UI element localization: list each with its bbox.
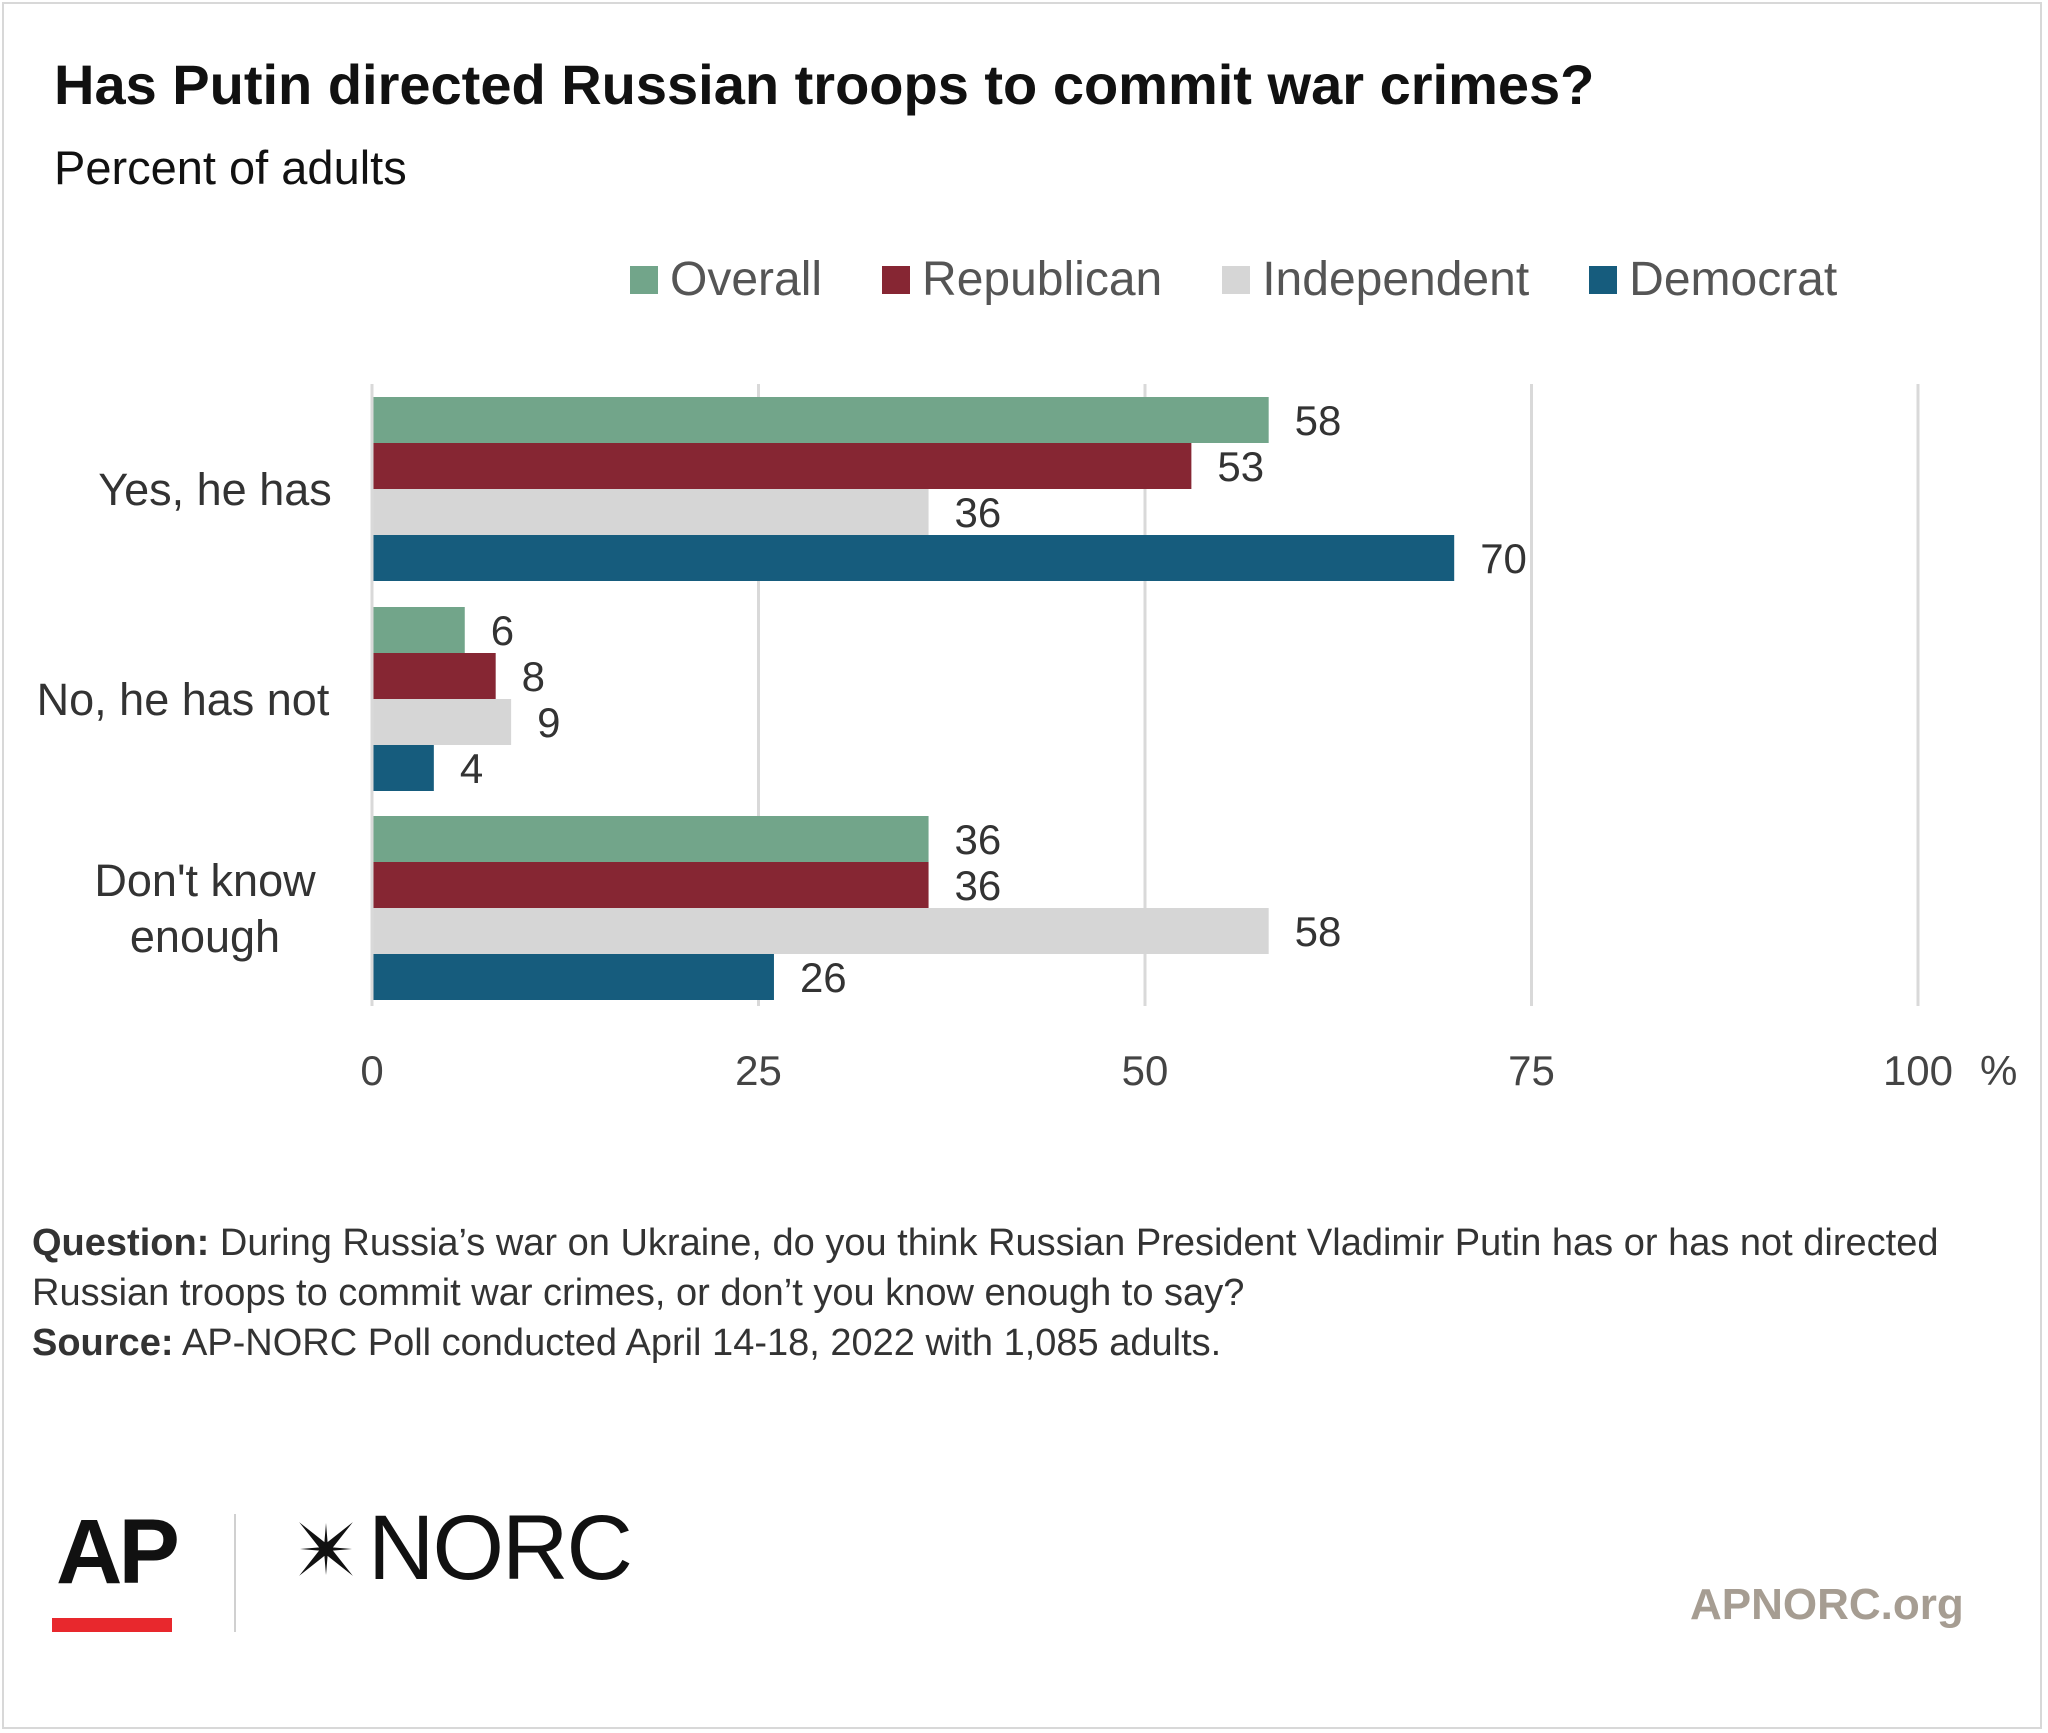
value-label-democrat-2: 4 (460, 745, 483, 792)
value-label-democrat-3: 26 (800, 954, 847, 1001)
category-label: Yes, he has (98, 464, 332, 515)
value-label-independent-2: 9 (537, 699, 560, 746)
legend-swatch-independent (1222, 265, 1251, 294)
legend-label-independent: Independent (1262, 253, 1530, 306)
norc-logo: NORC (286, 1496, 633, 1601)
x-tick-label-100: 100 (1883, 1047, 1953, 1094)
bar-overall-3 (372, 816, 929, 862)
value-label-democrat-1: 70 (1480, 535, 1527, 582)
x-tick-label-25: 25 (735, 1047, 782, 1094)
question-label: Question: (32, 1222, 210, 1264)
value-label-overall-3: 36 (955, 816, 1002, 863)
source-label: Source: (32, 1322, 174, 1364)
site-link[interactable]: APNORC.org (1690, 1580, 1964, 1629)
bar-independent-1 (372, 489, 929, 535)
category-label: No, he has not (37, 674, 330, 725)
chart-subtitle: Percent of adults (54, 141, 407, 194)
logo-divider (234, 1514, 236, 1632)
bar-overall-1 (372, 397, 1269, 443)
x-tick-label-0: 0 (360, 1047, 383, 1094)
bar-chart: 0 25 50 75 100 % Yes, he has No, he has not Don'… (37, 384, 2017, 1094)
value-label-independent-1: 36 (955, 489, 1002, 536)
chart-title: Has Putin directed Russian troops to com… (54, 53, 1595, 116)
legend: Overall Republican Independent Democrat (630, 252, 1837, 307)
legend-label-republican: Republican (922, 253, 1163, 306)
bar-democrat-2 (372, 745, 434, 791)
ap-logo: AP (56, 1501, 180, 1603)
value-label-independent-3: 58 (1295, 908, 1342, 955)
legend-swatch-overall (630, 265, 658, 294)
norc-star-icon (299, 1521, 353, 1576)
legend-label-democrat: Democrat (1629, 253, 1838, 306)
value-label-overall-2: 6 (491, 607, 514, 654)
norc-logo-text: NORC (368, 1497, 633, 1599)
x-axis-unit: % (1980, 1047, 2017, 1094)
legend-item-overall: Overall (630, 252, 822, 307)
bar-republican-3 (372, 862, 929, 908)
value-label-republican-1: 53 (1217, 443, 1264, 490)
bar-democrat-3 (372, 954, 774, 1000)
value-label-republican-3: 36 (955, 862, 1002, 909)
category-label: Don't know enough (94, 855, 316, 962)
bar-republican-2 (372, 653, 496, 699)
legend-swatch-democrat (1589, 265, 1618, 294)
legend-label-overall: Overall (670, 253, 823, 306)
legend-swatch-republican (882, 265, 911, 294)
x-tick-label-50: 50 (1122, 1047, 1169, 1094)
value-label-overall-1: 58 (1295, 397, 1342, 444)
bar-independent-3 (372, 908, 1269, 954)
ap-logo-underline (52, 1618, 172, 1632)
footnote: Question: During Russia’s war on Ukraine… (32, 1218, 1992, 1368)
question-text: During Russia’s war on Ukraine, do you t… (32, 1222, 1939, 1314)
x-tick-label-75: 75 (1508, 1047, 1555, 1094)
bar-overall-2 (372, 607, 465, 653)
source-text: AP-NORC Poll conducted April 14-18, 2022… (181, 1322, 1222, 1364)
value-label-republican-2: 8 (522, 653, 545, 700)
bar-republican-1 (372, 443, 1192, 489)
legend-item-democrat: Democrat (1589, 252, 1837, 307)
bar-democrat-1 (372, 535, 1455, 581)
bar-independent-2 (372, 699, 512, 745)
legend-item-republican: Republican (882, 252, 1162, 307)
legend-item-independent: Independent (1222, 252, 1529, 307)
